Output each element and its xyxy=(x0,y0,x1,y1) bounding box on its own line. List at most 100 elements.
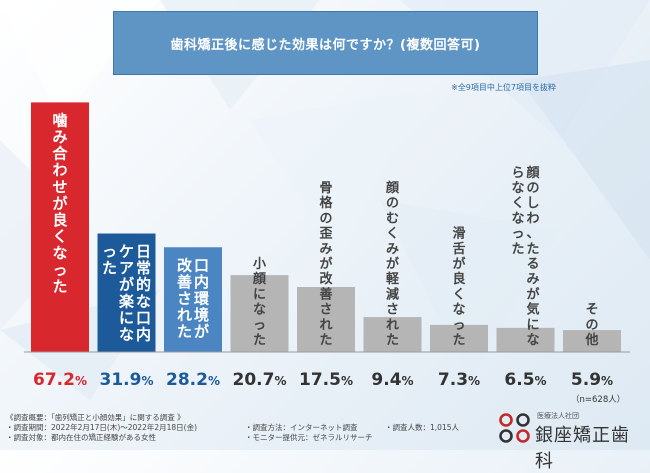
svg-text:む: む xyxy=(386,211,399,226)
svg-text:く: く xyxy=(386,227,399,242)
svg-text:が: が xyxy=(526,286,539,302)
svg-text:他: 他 xyxy=(584,332,598,348)
svg-text:の: の xyxy=(386,196,399,211)
clinic-emblem-icon xyxy=(499,413,530,443)
svg-text:良: 良 xyxy=(452,271,465,287)
svg-text:っ: っ xyxy=(511,227,524,242)
value-label-1: 67.2% xyxy=(33,370,87,390)
svg-text:さ: さ xyxy=(319,303,332,318)
svg-text:的: 的 xyxy=(136,276,151,294)
svg-text:た: た xyxy=(386,333,399,348)
svg-text:環: 環 xyxy=(194,289,210,307)
svg-text:が: が xyxy=(52,194,68,212)
svg-text:ア: ア xyxy=(119,259,134,277)
svg-text:の: の xyxy=(319,211,332,226)
svg-text:合: 合 xyxy=(51,145,68,163)
value-label-2: 31.9% xyxy=(100,370,154,390)
svg-text:な: な xyxy=(511,211,524,226)
svg-text:さ: さ xyxy=(177,289,192,307)
svg-text:し: し xyxy=(526,196,539,211)
bar-5 xyxy=(297,287,355,352)
footer-line: ・モニター提供元：ゼネラルリサーチ xyxy=(245,433,373,442)
svg-text:っ: っ xyxy=(452,318,465,333)
svg-text:れ: れ xyxy=(319,318,332,333)
svg-text:日: 日 xyxy=(136,243,151,261)
svg-text:滑: 滑 xyxy=(452,226,465,242)
svg-text:が: が xyxy=(319,256,332,272)
svg-text:っ: っ xyxy=(102,243,117,261)
svg-text:な: な xyxy=(452,303,465,318)
svg-text:そ: そ xyxy=(585,303,598,318)
svg-text:小: 小 xyxy=(253,257,266,272)
svg-text:善: 善 xyxy=(177,273,192,291)
bar-3 xyxy=(164,247,222,352)
svg-text:た: た xyxy=(452,333,465,348)
bar-8 xyxy=(496,327,555,352)
bar-chart: 噛み合わせが良くなった67.2%日常的な口内ケアが楽になった31.9%口内環境が… xyxy=(24,102,630,390)
svg-text:な: な xyxy=(119,326,134,344)
svg-text:骨: 骨 xyxy=(319,181,332,196)
svg-text:な: な xyxy=(511,181,524,196)
bar-9 xyxy=(563,330,621,352)
svg-text:み: み xyxy=(526,272,539,287)
svg-text:口: 口 xyxy=(136,309,151,327)
svg-text:減: 減 xyxy=(386,286,399,302)
svg-text:楽: 楽 xyxy=(119,292,135,310)
svg-text:が: が xyxy=(452,256,465,272)
svg-text:が: が xyxy=(194,323,210,341)
clinic-logo: 医療法人社団 銀座矯正歯科 xyxy=(497,411,647,472)
svg-text:た: た xyxy=(52,277,67,295)
sample-size-label: （n=628人） xyxy=(571,395,626,405)
svg-text:歪: 歪 xyxy=(319,227,332,242)
svg-text:内: 内 xyxy=(194,273,209,291)
svg-text:せ: せ xyxy=(52,178,67,196)
svg-text:た: た xyxy=(526,242,539,257)
svg-text:格: 格 xyxy=(319,195,333,211)
value-label-7: 7.3% xyxy=(438,370,480,390)
svg-text:に: に xyxy=(119,309,134,327)
svg-text:な: な xyxy=(136,292,151,310)
svg-text:み: み xyxy=(319,242,332,257)
footer-line: ・調査方法：インターネット調査 xyxy=(245,423,358,432)
footer-line: 《調査概要：「歯列矯正と小顔効果」に関する調査 》 xyxy=(6,413,185,422)
footer-line: ・調査対象：都内在住の矯正経験がある女性 xyxy=(6,433,156,442)
svg-text:に: に xyxy=(253,287,266,302)
bar-1 xyxy=(31,102,89,353)
value-label-5: 17.5% xyxy=(299,370,353,390)
svg-text:た: た xyxy=(253,333,266,348)
svg-text:く: く xyxy=(511,196,524,211)
svg-text:な: な xyxy=(253,303,266,318)
svg-text:さ: さ xyxy=(386,303,399,318)
svg-text:の: の xyxy=(526,181,539,196)
svg-text:善: 善 xyxy=(319,286,332,302)
svg-text:み: み xyxy=(386,242,399,257)
survey-summary-mid: ・調査方法：インターネット調査 ・モニター提供元：ゼネラルリサーチ xyxy=(245,423,373,443)
svg-text:ら: ら xyxy=(511,166,524,181)
svg-text:れ: れ xyxy=(386,318,399,333)
svg-text:気: 気 xyxy=(526,302,539,318)
bar-2 xyxy=(97,233,156,352)
svg-text:れ: れ xyxy=(177,306,192,324)
svg-text:た: た xyxy=(511,242,524,257)
value-label-9: 5.9% xyxy=(571,370,613,390)
svg-text:が: が xyxy=(386,256,399,272)
svg-text:常: 常 xyxy=(136,259,151,277)
survey-summary-right: ・調査人数：1,015人 xyxy=(385,423,459,432)
svg-text:に: に xyxy=(526,318,539,333)
svg-text:境: 境 xyxy=(194,306,209,324)
logo-subtitle: 医療法人社団 xyxy=(537,412,579,420)
svg-text:が: が xyxy=(119,276,135,294)
svg-text:み: み xyxy=(52,128,67,146)
svg-text:口: 口 xyxy=(194,256,209,274)
svg-text:顔: 顔 xyxy=(252,271,267,287)
svg-text:顔: 顔 xyxy=(525,165,540,181)
category-label: その他 xyxy=(584,303,598,348)
logo-name: 銀座矯正歯科 xyxy=(535,425,630,472)
svg-text:な: な xyxy=(52,244,67,262)
